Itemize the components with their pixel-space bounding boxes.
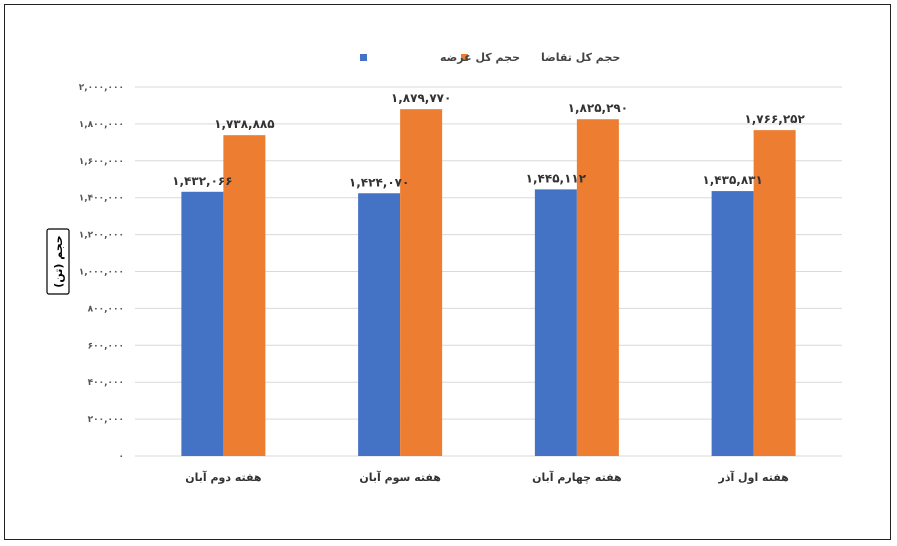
bars	[181, 109, 796, 457]
x-category-label: هفته سوم آبان	[359, 470, 441, 484]
legend-swatch	[360, 54, 367, 61]
y-axis-label: حجم (تن)	[46, 228, 70, 295]
data-label: ۱,۴۳۲,۰۶۶	[172, 174, 232, 188]
data-labels: ۱,۴۳۲,۰۶۶ ۱,۷۳۸,۸۸۵ ۱,۴۲۴,۰۷۰ ۱,۸۷۹,۷۷۰ ۱,۴۴…	[172, 91, 805, 189]
bar	[181, 191, 224, 457]
category-labels: هفته دوم آبان هفته سوم آبان هفته چهارم آبا…	[185, 470, 789, 484]
y-tick-label: ۱,۴۰۰,۰۰۰	[79, 194, 124, 204]
y-axis-label-box	[46, 228, 70, 295]
y-tick-label: ۲,۰۰۰,۰۰۰	[79, 83, 124, 93]
bar	[223, 135, 266, 456]
legend-label: حجم کل تقاضا	[541, 51, 620, 64]
bar	[358, 193, 401, 456]
legend-swatch	[461, 54, 468, 61]
bar	[576, 119, 619, 456]
y-axis-ticks: ۰ ۲۰۰,۰۰۰ ۴۰۰,۰۰۰ ۶۰۰,۰۰۰ ۸۰۰,۰۰۰ ۱,۰۰۰,۰۰۰ ۱,…	[79, 83, 124, 462]
x-category-label: هفته دوم آبان	[185, 470, 261, 484]
data-label: ۱,۸۷۹,۷۷۰	[391, 91, 451, 105]
x-category-label: هفته اول آذر	[717, 470, 788, 484]
y-tick-label: ۰	[119, 452, 125, 462]
y-tick-label: ۶۰۰,۰۰۰	[88, 341, 124, 351]
y-tick-label: ۴۰۰,۰۰۰	[88, 378, 124, 388]
y-tick-label: ۱,۲۰۰,۰۰۰	[79, 231, 124, 241]
data-label: ۱,۷۶۶,۲۵۲	[744, 112, 805, 126]
x-category-label: هفته چهارم آبان	[532, 470, 622, 484]
bar	[400, 109, 443, 456]
y-axis-label: حجم (تن)	[52, 235, 65, 287]
bar	[534, 189, 577, 456]
y-tick-label: ۱,۸۰۰,۰۰۰	[79, 120, 124, 130]
y-tick-label: ۲۰۰,۰۰۰	[88, 415, 124, 425]
y-tick-label: ۸۰۰,۰۰۰	[88, 304, 124, 314]
bar	[753, 130, 796, 456]
bar	[711, 191, 754, 457]
data-label: ۱,۷۳۸,۸۸۵	[214, 117, 274, 131]
legend-label: حجم کل عرضه	[440, 51, 520, 64]
data-label: ۱,۴۲۴,۰۷۰	[349, 175, 409, 189]
y-tick-label: ۱,۶۰۰,۰۰۰	[79, 157, 124, 167]
y-tick-label: ۱,۰۰۰,۰۰۰	[79, 268, 124, 278]
data-label: ۱,۴۴۵,۱۱۲	[526, 171, 587, 185]
data-label: ۱,۴۳۵,۸۳۱	[702, 173, 762, 187]
legend: حجم کل تقاضا حجم کل عرضه	[360, 51, 620, 64]
data-label: ۱,۸۲۵,۲۹۰	[568, 101, 628, 115]
